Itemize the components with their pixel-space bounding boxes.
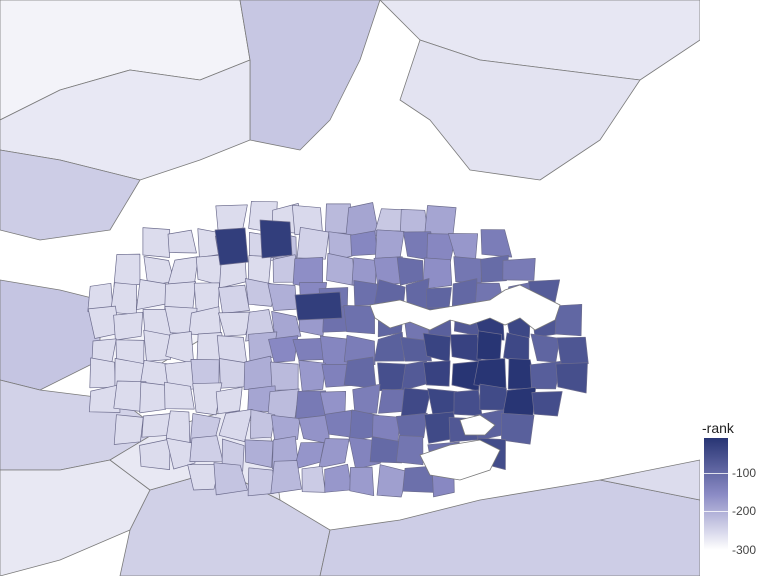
suburb-region: [268, 335, 299, 363]
outer-region: [599, 459, 700, 501]
suburb-region: [318, 438, 350, 469]
suburb-region: [453, 256, 482, 284]
suburb-region: [218, 311, 253, 337]
suburb-region: [301, 465, 326, 493]
suburb-region: [271, 414, 301, 441]
suburb-regions-layer: [87, 201, 589, 498]
choropleth-map: [0, 0, 700, 576]
outer-region: [0, 149, 141, 241]
legend-tick-mark: [704, 511, 728, 513]
suburb-region: [373, 331, 405, 362]
suburb-region: [294, 291, 343, 321]
suburb-region: [480, 229, 513, 258]
suburb-region: [164, 281, 197, 311]
suburb-region: [350, 230, 378, 257]
legend-tick-label: -300: [732, 543, 757, 557]
legend-title: -rank: [702, 420, 734, 436]
outer-region: [0, 279, 101, 391]
legend-colorbar: [704, 438, 728, 550]
water-layer: [369, 284, 561, 481]
suburb-region: [529, 360, 562, 390]
suburb-region: [143, 329, 172, 362]
legend-tick-label: -200: [732, 504, 757, 519]
harbour-water: [369, 284, 561, 331]
suburb-region: [500, 412, 535, 445]
suburb-region: [113, 253, 141, 288]
suburb-region: [374, 229, 405, 261]
suburb-region: [142, 227, 171, 258]
suburb-region: [400, 336, 432, 362]
suburb-region: [395, 412, 428, 439]
bay-water: [419, 439, 501, 481]
color-legend: -rank -100 -200 -300: [700, 420, 768, 560]
suburb-region: [192, 382, 223, 416]
suburb-region: [219, 260, 247, 289]
suburb-region: [219, 358, 248, 389]
outer-region: [239, 0, 381, 151]
suburb-region: [215, 386, 243, 415]
suburb-region: [213, 462, 248, 496]
suburb-region: [324, 463, 353, 493]
suburb-region: [343, 334, 376, 365]
outer-regions-layer: [0, 0, 700, 576]
suburb-region: [166, 437, 196, 470]
suburb-region: [349, 466, 375, 497]
suburb-region: [139, 438, 171, 470]
suburb-region: [267, 283, 298, 311]
suburb-region: [298, 414, 330, 445]
suburb-region: [271, 311, 302, 340]
suburb-region: [555, 362, 588, 394]
suburb-region: [554, 303, 583, 337]
suburb-region: [530, 333, 561, 363]
suburb-region: [480, 254, 509, 283]
outer-region: [319, 479, 700, 576]
map-canvas: [0, 0, 700, 576]
outer-region: [399, 39, 641, 181]
suburb-region: [218, 408, 253, 442]
suburb-region: [250, 409, 276, 439]
suburb-region: [88, 384, 121, 413]
suburb-region: [502, 258, 536, 281]
suburb-region: [113, 311, 144, 341]
suburb-region: [473, 358, 507, 389]
legend-tick-mark: [704, 472, 728, 474]
suburb-region: [187, 464, 221, 491]
suburb-region: [270, 460, 302, 494]
suburb-region: [422, 257, 453, 290]
suburb-region: [556, 336, 589, 366]
suburb-region: [395, 435, 424, 466]
suburb-region: [244, 439, 274, 468]
suburb-region: [423, 360, 451, 387]
suburb-region: [352, 383, 381, 414]
suburb-region: [218, 284, 250, 314]
suburb-region: [189, 435, 224, 462]
inlet-water: [459, 414, 496, 436]
suburb-region: [247, 467, 275, 497]
suburb-region: [89, 357, 116, 389]
suburb-region: [298, 360, 327, 392]
suburb-region: [164, 381, 195, 410]
suburb-region: [400, 387, 432, 417]
suburb-region: [343, 356, 377, 389]
suburb-region: [167, 229, 197, 254]
suburb-region: [476, 330, 503, 361]
suburb-region: [214, 227, 249, 266]
suburb-region: [531, 391, 563, 417]
suburb-region: [369, 436, 403, 464]
legend-tick-mark: [704, 550, 728, 551]
suburb-region: [326, 253, 356, 286]
suburb-region: [113, 414, 144, 445]
suburb-region: [396, 256, 424, 286]
suburb-region: [221, 438, 245, 472]
suburb-region: [453, 389, 483, 417]
suburb-region: [447, 233, 479, 262]
legend-tick-label: -100: [732, 465, 757, 480]
suburb-region: [296, 226, 330, 260]
suburb-region: [376, 464, 409, 498]
suburb-region: [139, 381, 170, 414]
suburb-region: [259, 219, 293, 259]
suburb-region: [343, 305, 375, 335]
